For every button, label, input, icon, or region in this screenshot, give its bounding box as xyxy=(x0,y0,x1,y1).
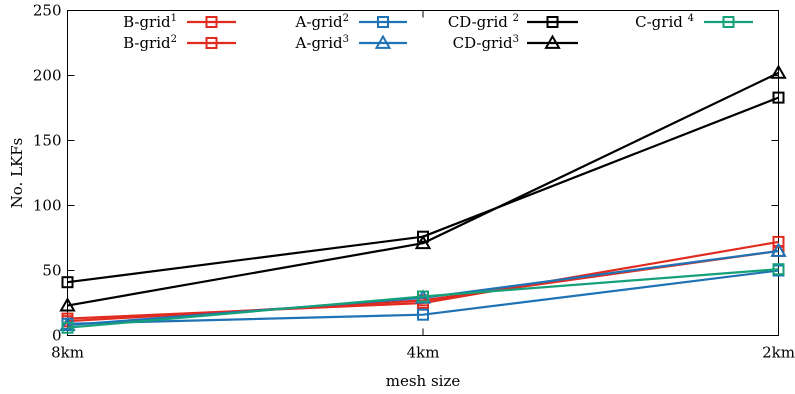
y-tick-label: 200 xyxy=(33,67,62,85)
legend-entry: C-grid 4 xyxy=(635,13,753,31)
legend: B-grid1 B-grid2 A-grid2 A-grid3 CD-grid 2 CD-… xyxy=(123,13,753,52)
data-point xyxy=(414,234,432,250)
legend-label: B-grid2 xyxy=(123,34,177,52)
y-tick-label: 100 xyxy=(33,197,62,215)
legend-label: CD-grid 2 xyxy=(448,13,519,31)
legend-label: C-grid 4 xyxy=(635,13,694,31)
data-point xyxy=(59,297,76,312)
data-point xyxy=(772,91,785,104)
series-c-grid-4 xyxy=(61,263,785,334)
data-point xyxy=(417,290,429,303)
series-a-grid-3 xyxy=(59,242,787,331)
legend-marker xyxy=(546,16,559,28)
data-point xyxy=(770,242,787,257)
legend-marker xyxy=(205,37,218,49)
data-point xyxy=(61,276,74,289)
legend-marker xyxy=(377,16,389,28)
legend-marker xyxy=(374,34,392,49)
series-line xyxy=(67,71,779,307)
data-point xyxy=(417,308,429,321)
legend-entry: A-grid2 xyxy=(295,13,407,31)
legend-entry: CD-grid 2 xyxy=(448,13,578,31)
y-tick-label: 50 xyxy=(42,262,61,280)
data-point xyxy=(772,263,785,276)
legend-marker xyxy=(722,16,735,28)
series-cd-grid-3 xyxy=(59,64,787,312)
y-tick-label: 150 xyxy=(33,132,62,150)
legend-label: A-grid3 xyxy=(295,34,349,52)
series-line xyxy=(67,96,779,284)
series-line xyxy=(67,249,779,327)
legend-label: CD-grid3 xyxy=(453,34,519,52)
x-tick-label: 2km xyxy=(762,344,795,362)
x-tick-label: 4km xyxy=(407,344,440,362)
data-point xyxy=(59,316,76,331)
y-axis-label: No. LKFs xyxy=(8,138,26,209)
x-axis-label: mesh size xyxy=(386,372,461,390)
legend-entry: CD-grid3 xyxy=(453,34,578,52)
series-line xyxy=(67,269,779,325)
legend-entry: B-grid2 xyxy=(123,34,236,52)
y-tick-label: 250 xyxy=(33,2,62,20)
data-point xyxy=(417,230,429,243)
series-line xyxy=(67,268,779,329)
legend-entry: B-grid1 xyxy=(123,13,236,31)
legend-marker xyxy=(205,16,218,28)
series-layer xyxy=(59,64,787,334)
y-axis: 0 50 100 150 200 250 xyxy=(33,2,779,345)
data-point xyxy=(770,64,787,79)
data-point xyxy=(61,321,74,334)
y-tick-label: 0 xyxy=(52,327,62,345)
legend-marker xyxy=(544,34,561,49)
legend-entry: A-grid3 xyxy=(295,34,407,52)
legend-label: A-grid2 xyxy=(295,13,349,31)
x-tick-label: 8km xyxy=(51,344,84,362)
legend-label: B-grid1 xyxy=(123,13,177,31)
